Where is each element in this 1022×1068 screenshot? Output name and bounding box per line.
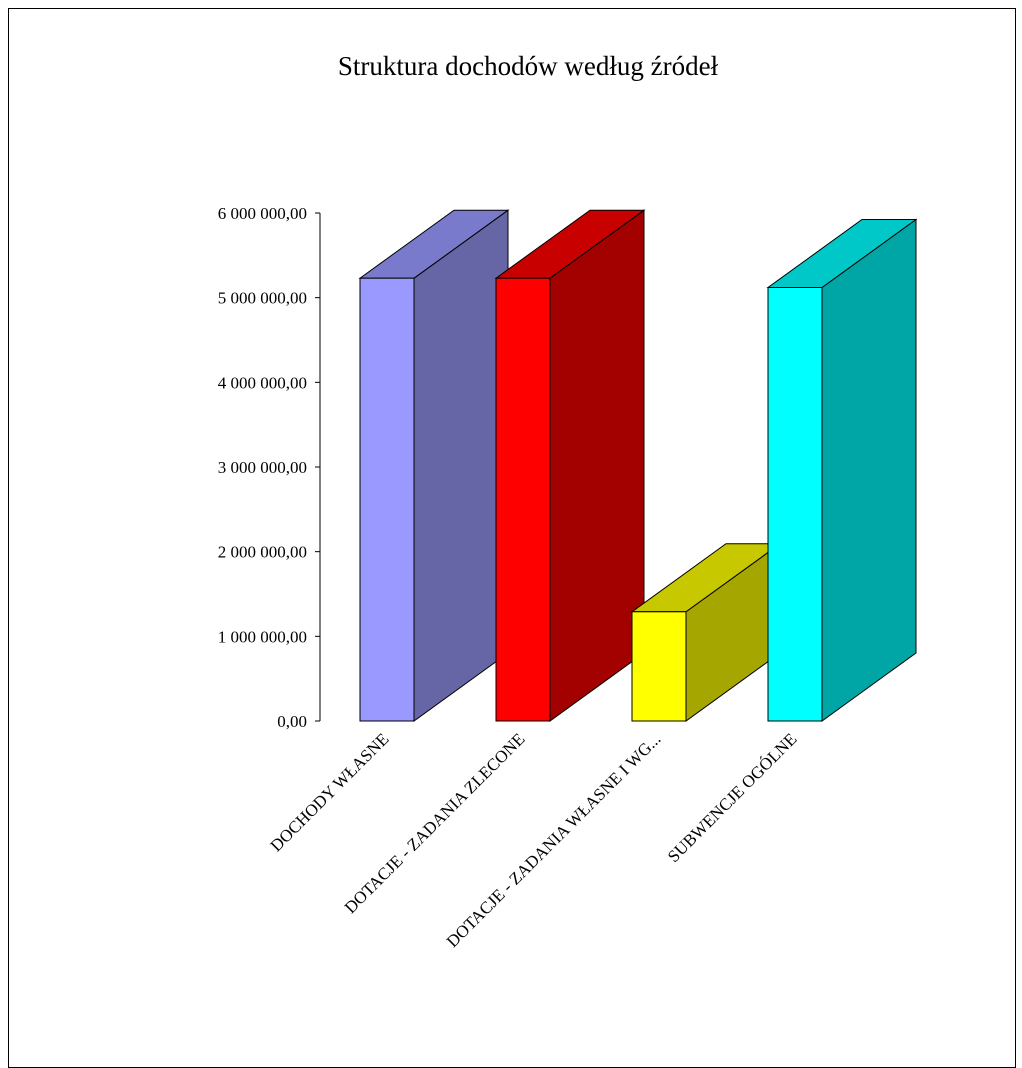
- chart-title: Struktura dochodów według źródeł: [338, 51, 719, 81]
- y-tick-label: 4 000 000,00: [218, 373, 307, 392]
- y-tick-label: 3 000 000,00: [218, 458, 307, 477]
- y-axis: 0,00 1 000 000,00 2 000 000,00 3 000 000,00…: [218, 204, 321, 731]
- bars: [358, 209, 918, 722]
- y-tick-label: 0,00: [277, 712, 307, 731]
- y-tick-label: 5 000 000,00: [218, 289, 307, 308]
- category-label: DOCHODY WŁASNE: [267, 729, 393, 855]
- y-tick-label: 6 000 000,00: [218, 204, 307, 223]
- bar-side-face: [821, 218, 917, 722]
- bar: [358, 209, 510, 722]
- bar-side-face: [413, 209, 509, 722]
- bar-front-face: [767, 287, 823, 722]
- bar: [766, 218, 918, 722]
- bar-front-face: [495, 277, 551, 722]
- bar: [630, 542, 782, 722]
- bar: [494, 209, 646, 722]
- bar-side-face: [549, 209, 645, 722]
- y-tick-label: 2 000 000,00: [218, 543, 307, 562]
- y-tick-label: 1 000 000,00: [218, 627, 307, 646]
- category-label: SUBWENCJE OGÓLNE: [664, 729, 801, 866]
- bar-front-face: [631, 611, 687, 722]
- bar-front-face: [359, 277, 415, 722]
- category-label: DOTACJE - ZADANIA WŁASNE I WG...: [443, 729, 665, 951]
